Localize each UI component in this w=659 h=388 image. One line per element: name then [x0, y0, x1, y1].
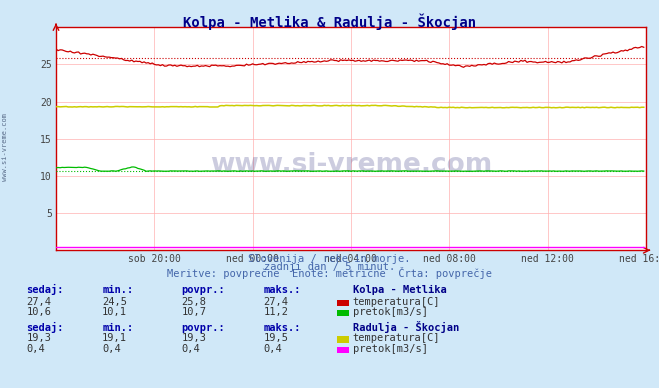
Text: www.si-vreme.com: www.si-vreme.com	[210, 152, 492, 178]
Text: 0,4: 0,4	[102, 344, 121, 354]
Text: sedaj:: sedaj:	[26, 322, 64, 333]
Text: sedaj:: sedaj:	[26, 284, 64, 295]
Text: pretok[m3/s]: pretok[m3/s]	[353, 344, 428, 354]
Text: 19,3: 19,3	[26, 333, 51, 343]
Text: 25,8: 25,8	[181, 296, 206, 307]
Text: povpr.:: povpr.:	[181, 322, 225, 333]
Text: 10,6: 10,6	[26, 307, 51, 317]
Text: Meritve: povprečne  Enote: metrične  Črta: povprečje: Meritve: povprečne Enote: metrične Črta:…	[167, 267, 492, 279]
Text: 24,5: 24,5	[102, 296, 127, 307]
Text: 19,3: 19,3	[181, 333, 206, 343]
Text: min.:: min.:	[102, 322, 133, 333]
Text: 0,4: 0,4	[26, 344, 45, 354]
Text: Kolpa - Metlika & Radulja - Škocjan: Kolpa - Metlika & Radulja - Škocjan	[183, 14, 476, 30]
Text: pretok[m3/s]: pretok[m3/s]	[353, 307, 428, 317]
Text: 0,4: 0,4	[181, 344, 200, 354]
Text: temperatura[C]: temperatura[C]	[353, 296, 440, 307]
Text: zadnji dan / 5 minut.: zadnji dan / 5 minut.	[264, 262, 395, 272]
Text: Radulja - Škocjan: Radulja - Škocjan	[353, 320, 459, 333]
Text: 19,1: 19,1	[102, 333, 127, 343]
Text: maks.:: maks.:	[264, 285, 301, 295]
Text: 19,5: 19,5	[264, 333, 289, 343]
Text: 27,4: 27,4	[26, 296, 51, 307]
Text: povpr.:: povpr.:	[181, 285, 225, 295]
Text: 10,1: 10,1	[102, 307, 127, 317]
Text: 0,4: 0,4	[264, 344, 282, 354]
Text: 11,2: 11,2	[264, 307, 289, 317]
Text: temperatura[C]: temperatura[C]	[353, 333, 440, 343]
Text: 10,7: 10,7	[181, 307, 206, 317]
Text: 27,4: 27,4	[264, 296, 289, 307]
Text: maks.:: maks.:	[264, 322, 301, 333]
Text: Kolpa - Metlika: Kolpa - Metlika	[353, 285, 446, 295]
Text: min.:: min.:	[102, 285, 133, 295]
Text: www.si-vreme.com: www.si-vreme.com	[2, 113, 9, 182]
Text: Slovenija / reke in morje.: Slovenija / reke in morje.	[248, 254, 411, 264]
